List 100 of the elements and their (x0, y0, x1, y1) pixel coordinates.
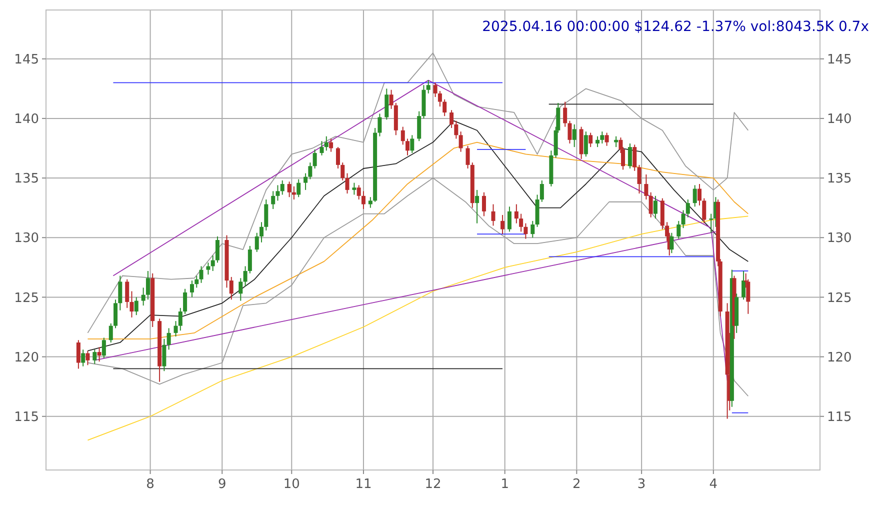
candlestick (81, 349, 86, 367)
x-tick-label: 11 (355, 477, 372, 492)
candlestick (102, 337, 106, 358)
x-tick-label: 1 (500, 477, 509, 492)
candlestick (243, 266, 248, 287)
candlestick (166, 328, 171, 350)
candlestick (86, 350, 90, 366)
candlestick (458, 131, 463, 152)
candlestick (345, 172, 350, 194)
y-tick-label: 120 (14, 350, 39, 366)
y2-tick-label: 125 (827, 290, 852, 306)
candlestick (361, 190, 366, 210)
candlestick (426, 80, 430, 94)
candlestick (287, 181, 292, 198)
y-tick-label: 115 (14, 410, 39, 425)
y-tick-label: 130 (14, 231, 39, 246)
candlestick (400, 126, 405, 146)
y-tick-label: 125 (14, 290, 39, 306)
candlestick (628, 142, 632, 169)
candlestick (384, 88, 389, 120)
y2-tick-label: 115 (827, 410, 852, 425)
candlestick (676, 220, 681, 240)
candlestick (524, 222, 528, 240)
candlestick (76, 340, 80, 370)
candlestick (572, 124, 576, 148)
candlestick (600, 131, 604, 144)
candlestick (378, 113, 382, 137)
candlestick (681, 210, 686, 229)
candlestick (178, 307, 182, 332)
y-tick-label: 145 (14, 52, 39, 68)
x-tick-label: 12 (424, 477, 442, 492)
candlestick (296, 178, 301, 198)
candlestick (340, 162, 345, 181)
candlestick (475, 189, 480, 224)
candlestick (312, 148, 317, 169)
candlestick (604, 132, 609, 146)
candlestick (320, 140, 324, 156)
candlestick (238, 278, 243, 302)
candlestick (563, 101, 568, 128)
candlestick (500, 214, 505, 235)
candlestick (271, 190, 276, 210)
candlestick (280, 180, 284, 196)
y-tick-label: 135 (14, 172, 39, 187)
candlestick (588, 132, 593, 148)
candlestick (229, 276, 234, 300)
x-tick-label: 8 (146, 477, 154, 492)
candlestick (134, 296, 138, 316)
candlestick (215, 236, 220, 264)
candlestick (491, 204, 496, 226)
candlestick (697, 183, 702, 206)
x-tick-label: 10 (283, 477, 300, 492)
candlestick (507, 206, 512, 232)
x-tick-label: 3 (637, 477, 646, 492)
candlestick (125, 278, 130, 308)
candlestick (466, 145, 470, 169)
y2-tick-label: 140 (827, 112, 852, 127)
candlestick (692, 184, 697, 208)
candlestick (442, 98, 447, 117)
candlestick (433, 82, 438, 98)
candlestick (324, 136, 328, 152)
candlestick (130, 290, 134, 318)
candlestick (141, 287, 146, 306)
candlestick (686, 198, 690, 218)
candlestick (108, 322, 113, 343)
candlestick (389, 89, 394, 110)
candlestick (438, 90, 442, 108)
candlestick (637, 164, 642, 194)
candlestick (614, 136, 618, 148)
candlestick (260, 222, 264, 243)
candlestick (568, 120, 572, 144)
candlestick (194, 275, 199, 288)
candlestick (114, 299, 118, 329)
candlestick (482, 192, 486, 217)
candlestick (146, 270, 150, 300)
candlestick (97, 346, 102, 362)
candlestick (632, 144, 637, 172)
candlestick (410, 134, 414, 154)
candlestick (190, 280, 194, 298)
x-tick-label: 2 (572, 477, 581, 492)
candlestick (183, 288, 188, 314)
candlestick (336, 146, 340, 169)
candlestick (368, 196, 372, 208)
candlestick (206, 262, 210, 276)
candlestick (648, 192, 653, 218)
candlestick (199, 266, 204, 284)
candlestick (356, 184, 361, 200)
candlestick (530, 220, 535, 238)
candlestick (450, 110, 454, 128)
candlestick (162, 338, 166, 372)
candlestick (92, 349, 97, 364)
candlestick (308, 162, 312, 180)
line-series (87, 52, 749, 334)
candlestick (254, 232, 259, 252)
candlestick (540, 180, 544, 202)
candlestick (264, 198, 268, 231)
x-tick-label: 4 (709, 477, 718, 492)
candlestick (514, 204, 518, 224)
y-tick-label: 140 (14, 112, 39, 127)
y2-tick-label: 130 (827, 231, 852, 246)
candlestick (329, 138, 334, 152)
